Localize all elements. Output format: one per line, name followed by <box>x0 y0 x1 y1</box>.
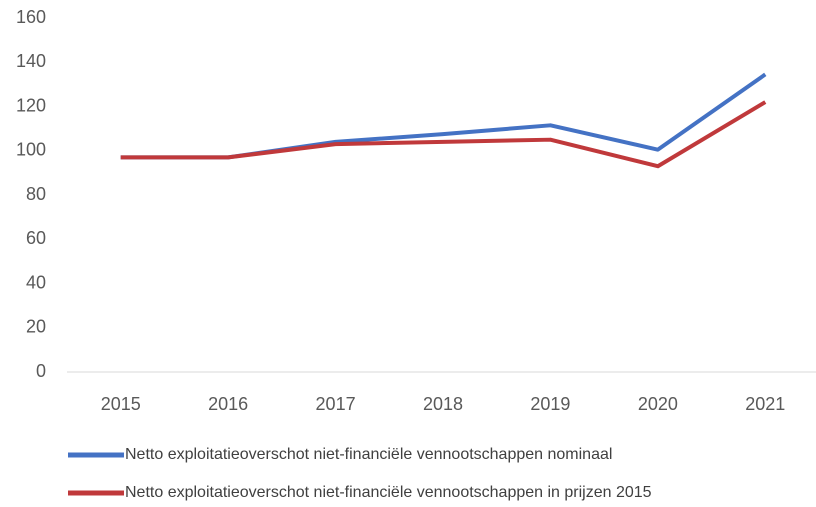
y-tick-label: 140 <box>16 51 46 71</box>
x-tick-label: 2018 <box>423 394 463 414</box>
x-tick-label: 2015 <box>101 394 141 414</box>
x-tick-label: 2017 <box>316 394 356 414</box>
x-tick-label: 2020 <box>638 394 678 414</box>
y-tick-label: 160 <box>16 7 46 27</box>
series-line <box>120 72 767 160</box>
x-tick-label: 2016 <box>208 394 248 414</box>
x-tick-label: 2021 <box>745 394 785 414</box>
y-tick-label: 120 <box>16 95 46 115</box>
legend-label: Netto exploitatieoverschot niet-financië… <box>125 446 612 463</box>
y-tick-label: 20 <box>26 317 46 337</box>
y-tick-label: 40 <box>26 272 46 292</box>
x-tick-label: 2019 <box>530 394 570 414</box>
y-tick-label: 60 <box>26 228 46 248</box>
legend-label: Netto exploitatieoverschot niet-financië… <box>125 484 652 501</box>
series-line <box>120 100 767 169</box>
y-tick-label: 0 <box>36 361 46 381</box>
y-tick-label: 100 <box>16 140 46 160</box>
y-tick-label: 80 <box>26 184 46 204</box>
